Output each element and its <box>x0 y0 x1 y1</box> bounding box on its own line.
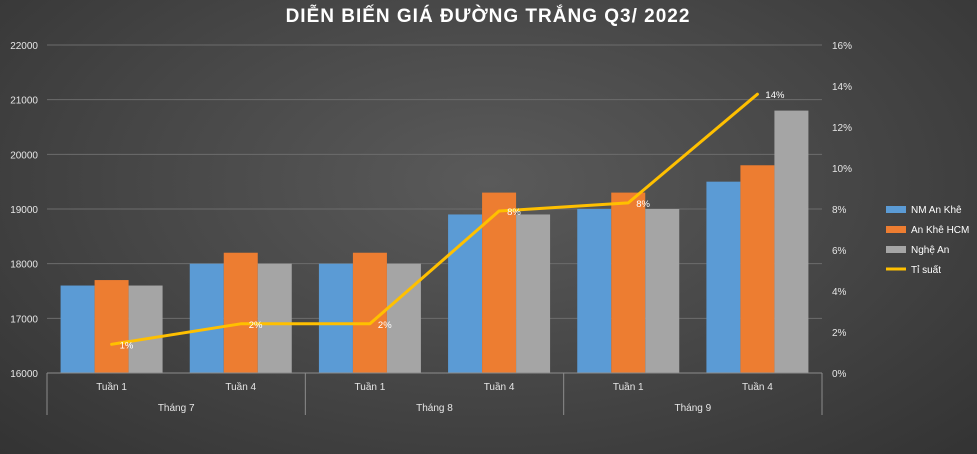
y-right-tick-label: 16% <box>832 41 852 52</box>
y-right-tick-label: 2% <box>832 328 847 339</box>
y-right-tick-label: 14% <box>832 82 852 93</box>
bar-nm-an-khê <box>318 263 353 373</box>
x-category-label: Tuần 4 <box>225 381 256 393</box>
bar-an-khê-hcm <box>740 165 775 373</box>
x-group-label: Tháng 7 <box>158 403 195 414</box>
y-right-tick-label: 10% <box>832 164 852 175</box>
x-category-label: Tuần 4 <box>742 381 773 393</box>
ratio-line-path <box>110 92 759 346</box>
ratio-data-label: 14% <box>765 90 785 101</box>
legend-label: Nghệ An <box>911 245 949 256</box>
y-left-tick-label: 21000 <box>10 96 38 107</box>
y-axis-right: 0% 2% 4% 6% 8% 10% 12% 14% 16% <box>832 41 852 380</box>
ratio-line <box>110 92 759 346</box>
y-right-tick-label: 12% <box>832 123 852 134</box>
y-left-tick-label: 17000 <box>10 314 38 325</box>
bar-nghệ-an <box>128 285 163 373</box>
bar-nghệ-an <box>386 263 421 373</box>
x-category-label: Tuần 1 <box>355 381 386 393</box>
y-left-tick-label: 18000 <box>10 260 38 271</box>
legend-swatch <box>886 246 906 253</box>
ratio-data-label: 1% <box>120 340 134 351</box>
bar-nm-an-khê <box>189 263 224 373</box>
ratio-data-label: 2% <box>378 320 392 331</box>
x-category-label: Tuần 1 <box>613 381 644 393</box>
legend-label: NM An Khê <box>911 205 962 216</box>
legend-label: Tỉ suất <box>911 264 941 276</box>
x-group-label: Tháng 8 <box>416 403 453 414</box>
ratio-data-label: 2% <box>249 320 263 331</box>
grid-lines <box>47 44 822 374</box>
y-right-tick-label: 0% <box>832 369 847 380</box>
x-group-label: Tháng 9 <box>674 403 711 414</box>
bar-nm-an-khê <box>706 181 741 373</box>
x-category-label: Tuần 1 <box>96 381 127 393</box>
bar-nghệ-an <box>257 263 292 373</box>
chart-title: DIỄN BIẾN GIÁ ĐƯỜNG TRẮNG Q3/ 2022 <box>286 5 691 27</box>
y-right-tick-label: 8% <box>832 205 847 216</box>
legend: NM An Khê An Khê HCM Nghệ An Tỉ suất <box>886 205 969 276</box>
bar-nghệ-an <box>774 110 809 373</box>
bar-nghệ-an <box>516 214 551 373</box>
x-category-label: Tuần 4 <box>484 381 515 393</box>
y-left-tick-label: 20000 <box>10 150 38 161</box>
y-left-tick-label: 19000 <box>10 205 38 216</box>
legend-label: An Khê HCM <box>911 225 969 236</box>
legend-swatch <box>886 226 906 233</box>
y-left-tick-label: 22000 <box>10 41 38 52</box>
bar-nm-an-khê <box>448 214 483 373</box>
y-right-tick-label: 6% <box>832 246 847 257</box>
y-left-tick-label: 16000 <box>10 369 38 380</box>
bar-nm-an-khê <box>60 285 95 373</box>
bar-nghệ-an <box>645 209 680 373</box>
x-axis: Tuần 1 Tuần 4 Tuần 1 Tuần 4 Tuần 1 Tuần 4 Thán… <box>46 372 823 415</box>
ratio-data-label: 8% <box>636 199 650 210</box>
bar-nm-an-khê <box>577 209 612 373</box>
bar-an-khê-hcm <box>223 252 258 373</box>
data-labels: 1% 2% 2% 8% 8% 14% <box>120 90 785 351</box>
ratio-data-label: 8% <box>507 207 521 218</box>
y-axis-left: 16000 17000 18000 19000 20000 21000 22000 <box>10 41 38 380</box>
legend-swatch <box>886 206 906 213</box>
bar-an-khê-hcm <box>94 280 129 373</box>
bar-an-khê-hcm <box>611 192 646 373</box>
y-right-tick-label: 4% <box>832 287 847 298</box>
bars <box>60 110 809 373</box>
